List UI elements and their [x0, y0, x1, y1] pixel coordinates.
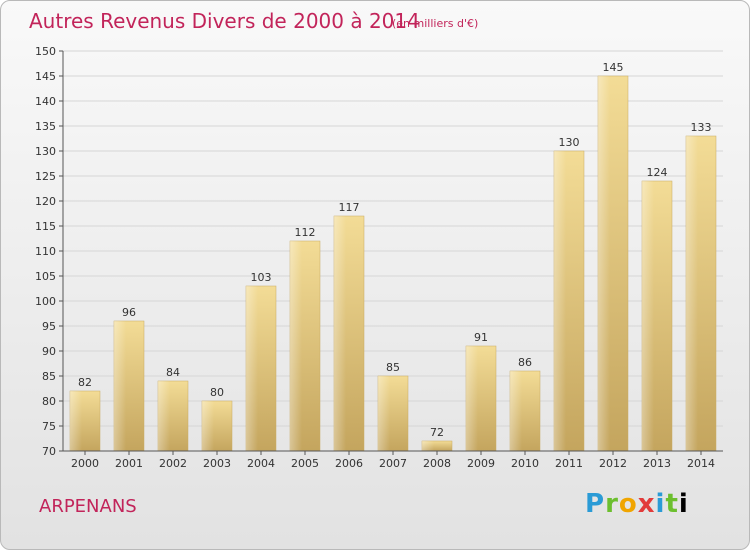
bar-value-label: 72 [430, 426, 444, 439]
bar-highlight [334, 216, 364, 451]
bar-value-label: 117 [339, 201, 360, 214]
bar-value-label: 133 [691, 121, 712, 134]
bar-value-label: 80 [210, 386, 224, 399]
bar-highlight [598, 76, 628, 451]
bar-value-label: 145 [603, 61, 624, 74]
proxiti-logo: Proxiti [585, 489, 689, 519]
x-tick-label: 2009 [467, 457, 495, 470]
y-tick-label: 95 [42, 320, 56, 333]
y-tick-label: 115 [35, 220, 56, 233]
bar-highlight [466, 346, 496, 451]
y-tick-label: 125 [35, 170, 56, 183]
y-tick-label: 80 [42, 395, 56, 408]
bar-value-label: 85 [386, 361, 400, 374]
x-tick-label: 2007 [379, 457, 407, 470]
bar-value-label: 124 [647, 166, 668, 179]
x-tick-label: 2002 [159, 457, 187, 470]
y-tick-label: 145 [35, 70, 56, 83]
y-tick-label: 120 [35, 195, 56, 208]
y-tick-label: 140 [35, 95, 56, 108]
bar-value-label: 130 [559, 136, 580, 149]
bar-highlight [290, 241, 320, 451]
chart-subtitle: (en milliers d'€) [392, 17, 479, 30]
bar-highlight [422, 441, 452, 451]
bar-value-label: 86 [518, 356, 532, 369]
bar-value-label: 91 [474, 331, 488, 344]
x-tick-label: 2014 [687, 457, 715, 470]
bar-value-label: 96 [122, 306, 136, 319]
x-tick-label: 2003 [203, 457, 231, 470]
x-tick-label: 2008 [423, 457, 451, 470]
bar-highlight [378, 376, 408, 451]
bar-highlight [202, 401, 232, 451]
bar-value-label: 112 [295, 226, 316, 239]
y-tick-label: 110 [35, 245, 56, 258]
x-tick-label: 2005 [291, 457, 319, 470]
y-tick-label: 100 [35, 295, 56, 308]
commune-name: ARPENANS [39, 496, 137, 517]
bar-highlight [642, 181, 672, 451]
bar-value-label: 84 [166, 366, 180, 379]
y-tick-label: 130 [35, 145, 56, 158]
x-tick-label: 2001 [115, 457, 143, 470]
bar-value-label: 82 [78, 376, 92, 389]
y-tick-label: 85 [42, 370, 56, 383]
x-tick-label: 2000 [71, 457, 99, 470]
bar-value-label: 103 [251, 271, 272, 284]
y-tick-label: 150 [35, 45, 56, 58]
bar-highlight [510, 371, 540, 451]
x-tick-label: 2010 [511, 457, 539, 470]
y-tick-label: 135 [35, 120, 56, 133]
bar-highlight [686, 136, 716, 451]
y-tick-label: 90 [42, 345, 56, 358]
y-tick-label: 105 [35, 270, 56, 283]
y-tick-label: 75 [42, 420, 56, 433]
x-tick-label: 2013 [643, 457, 671, 470]
bar-highlight [554, 151, 584, 451]
bar-highlight [246, 286, 276, 451]
chart-title: Autres Revenus Divers de 2000 à 2014 [29, 9, 420, 33]
bar-highlight [158, 381, 188, 451]
x-tick-label: 2006 [335, 457, 363, 470]
bar-highlight [114, 321, 144, 451]
x-tick-label: 2012 [599, 457, 627, 470]
y-tick-label: 70 [42, 445, 56, 458]
x-tick-label: 2004 [247, 457, 275, 470]
bar-highlight [70, 391, 100, 451]
x-tick-label: 2011 [555, 457, 583, 470]
